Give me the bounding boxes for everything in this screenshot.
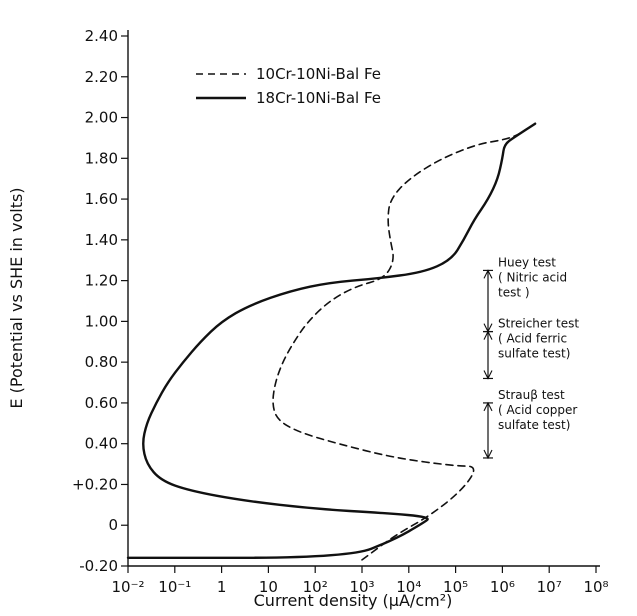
annotation-arrow	[483, 370, 493, 380]
annotation-arrow	[483, 449, 493, 460]
x-tick-label: 10³	[349, 578, 374, 596]
x-tick-label: 10²	[303, 578, 328, 596]
y-tick-label: 2.20	[85, 68, 118, 86]
y-tick-label: 0.80	[85, 353, 118, 371]
x-tick-label: 1	[217, 578, 227, 596]
annotation-label: sulfate test)	[498, 418, 570, 432]
x-tick-label: 10⁶	[490, 578, 515, 596]
annotation-arrow	[483, 269, 493, 279]
x-tick-label: 10⁻²	[111, 578, 144, 596]
y-tick-label: 0.40	[85, 435, 118, 453]
y-axis-label: E (Potential vs SHE in volts)	[7, 187, 26, 408]
series-line-18cr	[126, 122, 537, 559]
y-tick-label: 1.00	[85, 312, 118, 330]
x-tick-label: 10⁴	[396, 578, 421, 596]
legend-label: 18Cr-10Ni-Bal Fe	[256, 89, 381, 107]
x-tick-label: 10⁵	[443, 578, 468, 596]
annotation-label: sulfate test)	[498, 347, 570, 361]
x-tick-label: 10⁷	[537, 578, 562, 596]
annotation-label: ( Acid copper	[498, 403, 577, 417]
axes	[127, 30, 600, 567]
y-tick-label: 2.00	[85, 109, 118, 127]
y-tick-label: 2.40	[85, 27, 118, 45]
series-layer	[126, 122, 537, 561]
annotation-label: ( Acid ferric	[498, 332, 567, 346]
annotation-label: Huey test	[498, 255, 556, 269]
x-tick-label: 10⁻¹	[158, 578, 191, 596]
annotation-arrow	[483, 330, 493, 340]
y-tick-label: +0.20	[72, 475, 118, 493]
y-tick-label: 1.40	[85, 231, 118, 249]
legend-label: 10Cr-10Ni-Bal Fe	[256, 65, 381, 83]
x-tick-label: 10⁸	[583, 578, 608, 596]
y-tick-label: 1.20	[85, 272, 118, 290]
series-line-10cr	[272, 122, 536, 561]
annotation-label: Strauβ test	[498, 388, 565, 402]
x-tick-label: 10	[259, 578, 278, 596]
y-axis-ticks: -0.20 0 +0.20 0.40 0.60 0.80 1.00 1.20 1.40 1.60 1…	[72, 27, 128, 575]
annotation-label: test )	[498, 285, 530, 299]
annotation-arrow	[483, 401, 493, 412]
y-tick-label: 0.60	[85, 394, 118, 412]
y-tick-label: -0.20	[79, 557, 118, 575]
x-axis-label: Current density (μA/cm²)	[254, 591, 453, 610]
y-tick-label: 0	[108, 516, 118, 534]
x-axis-ticks: 10⁻² 10⁻¹ 1 10 10² 10³ 10⁴ 10⁵ 10⁶ 10⁷ 10⁸	[111, 566, 609, 596]
annotation-label: ( Nitric acid	[498, 270, 567, 284]
annotation-label: Streicher test	[498, 317, 579, 331]
y-tick-label: 1.80	[85, 149, 118, 167]
legend: 10Cr-10Ni-Bal Fe 18Cr-10Ni-Bal Fe	[196, 65, 381, 107]
y-tick-label: 1.60	[85, 190, 118, 208]
